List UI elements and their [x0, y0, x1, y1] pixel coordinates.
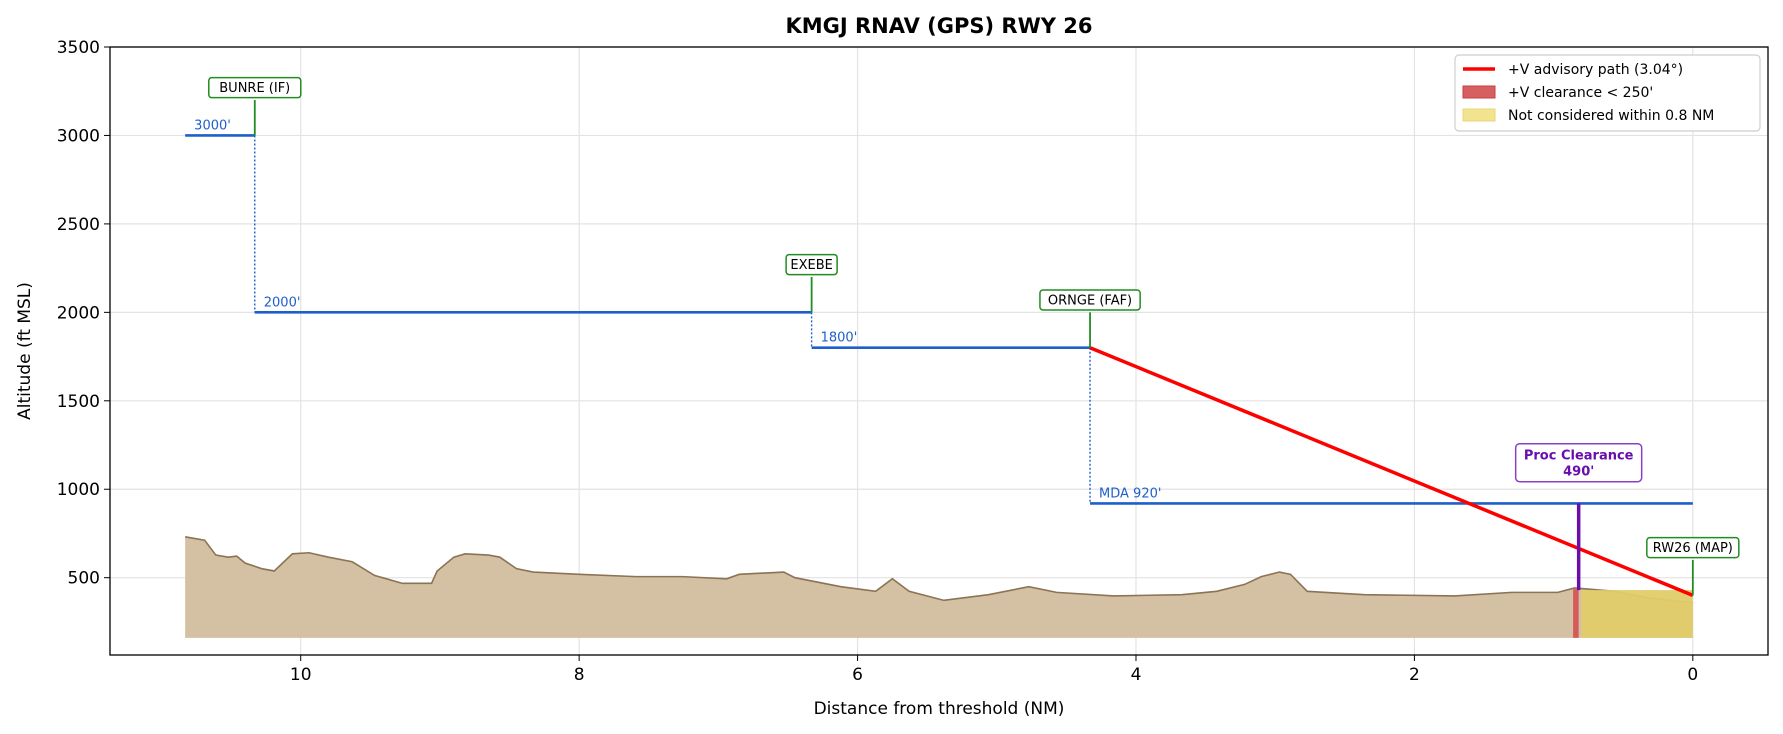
terrain-profile-line — [185, 536, 1693, 604]
y-tick-label: 3500 — [57, 38, 100, 58]
step-altitude-label: 2000' — [264, 295, 301, 310]
fix-label-box — [1039, 289, 1141, 311]
y-tick-label: 1000 — [57, 480, 100, 500]
proc-clearance-value: 490' — [1563, 465, 1594, 480]
y-tick-label: 1500 — [57, 392, 100, 412]
axis-ticks: 10 8 6 4 2 0 500 1000 1500 2000 2500 3000 3500 — [57, 38, 1699, 685]
terrain-area — [185, 536, 1693, 638]
fix-label: RW26 (MAP) — [1653, 541, 1733, 556]
legend-box — [1454, 54, 1761, 132]
low-clearance-band — [1573, 589, 1579, 638]
proc-clearance-box — [1514, 442, 1643, 483]
step-altitude-label: MDA 920' — [1099, 486, 1161, 501]
proc-clearance-title: Proc Clearance — [1524, 449, 1634, 464]
x-tick-label: 2 — [1409, 665, 1420, 685]
fix-label: EXEBE — [790, 258, 832, 273]
x-tick-label: 0 — [1687, 665, 1698, 685]
legend-swatch — [1462, 108, 1496, 122]
legend-swatch — [1462, 85, 1496, 99]
legend-label: Not considered within 0.8 NM — [1508, 108, 1714, 124]
not-considered-band — [1581, 590, 1693, 638]
plot-area: 3000' 2000' 1800' MDA 920' Proc Clearance490… — [185, 76, 1740, 638]
legend-label: +V clearance < 250' — [1508, 85, 1653, 101]
grid — [110, 46, 1768, 655]
axes-frame — [109, 46, 1769, 656]
fix-label: ORNGE (FAF) — [1048, 293, 1132, 308]
y-tick-label: 2500 — [57, 215, 100, 235]
legend-label: +V advisory path (3.04°) — [1508, 62, 1683, 78]
y-tick-label: 2000 — [57, 303, 100, 323]
y-tick-label: 500 — [68, 569, 100, 589]
fix-label: BUNRE (IF) — [219, 81, 290, 96]
x-tick-label: 8 — [574, 665, 585, 685]
step-altitude-label: 3000' — [194, 118, 231, 133]
y-tick-label: 3000 — [57, 126, 100, 146]
x-tick-label: 10 — [290, 665, 312, 685]
x-axis-label: Distance from threshold (NM) — [814, 699, 1065, 719]
legend: +V advisory path (3.04°) +V clearance < 2… — [1454, 54, 1761, 132]
step-altitude-label: 1800' — [821, 331, 858, 346]
fix-label-box — [208, 76, 302, 99]
fix-label-box — [1646, 536, 1740, 559]
x-tick-label: 6 — [852, 665, 863, 685]
advisory-path-line — [1089, 346, 1694, 598]
x-tick-label: 4 — [1131, 665, 1142, 685]
y-axis-label: Altitude (ft MSL) — [15, 282, 35, 420]
chart-title: KMGJ RNAV (GPS) RWY 26 — [785, 14, 1092, 38]
fix-label-box — [785, 253, 838, 276]
